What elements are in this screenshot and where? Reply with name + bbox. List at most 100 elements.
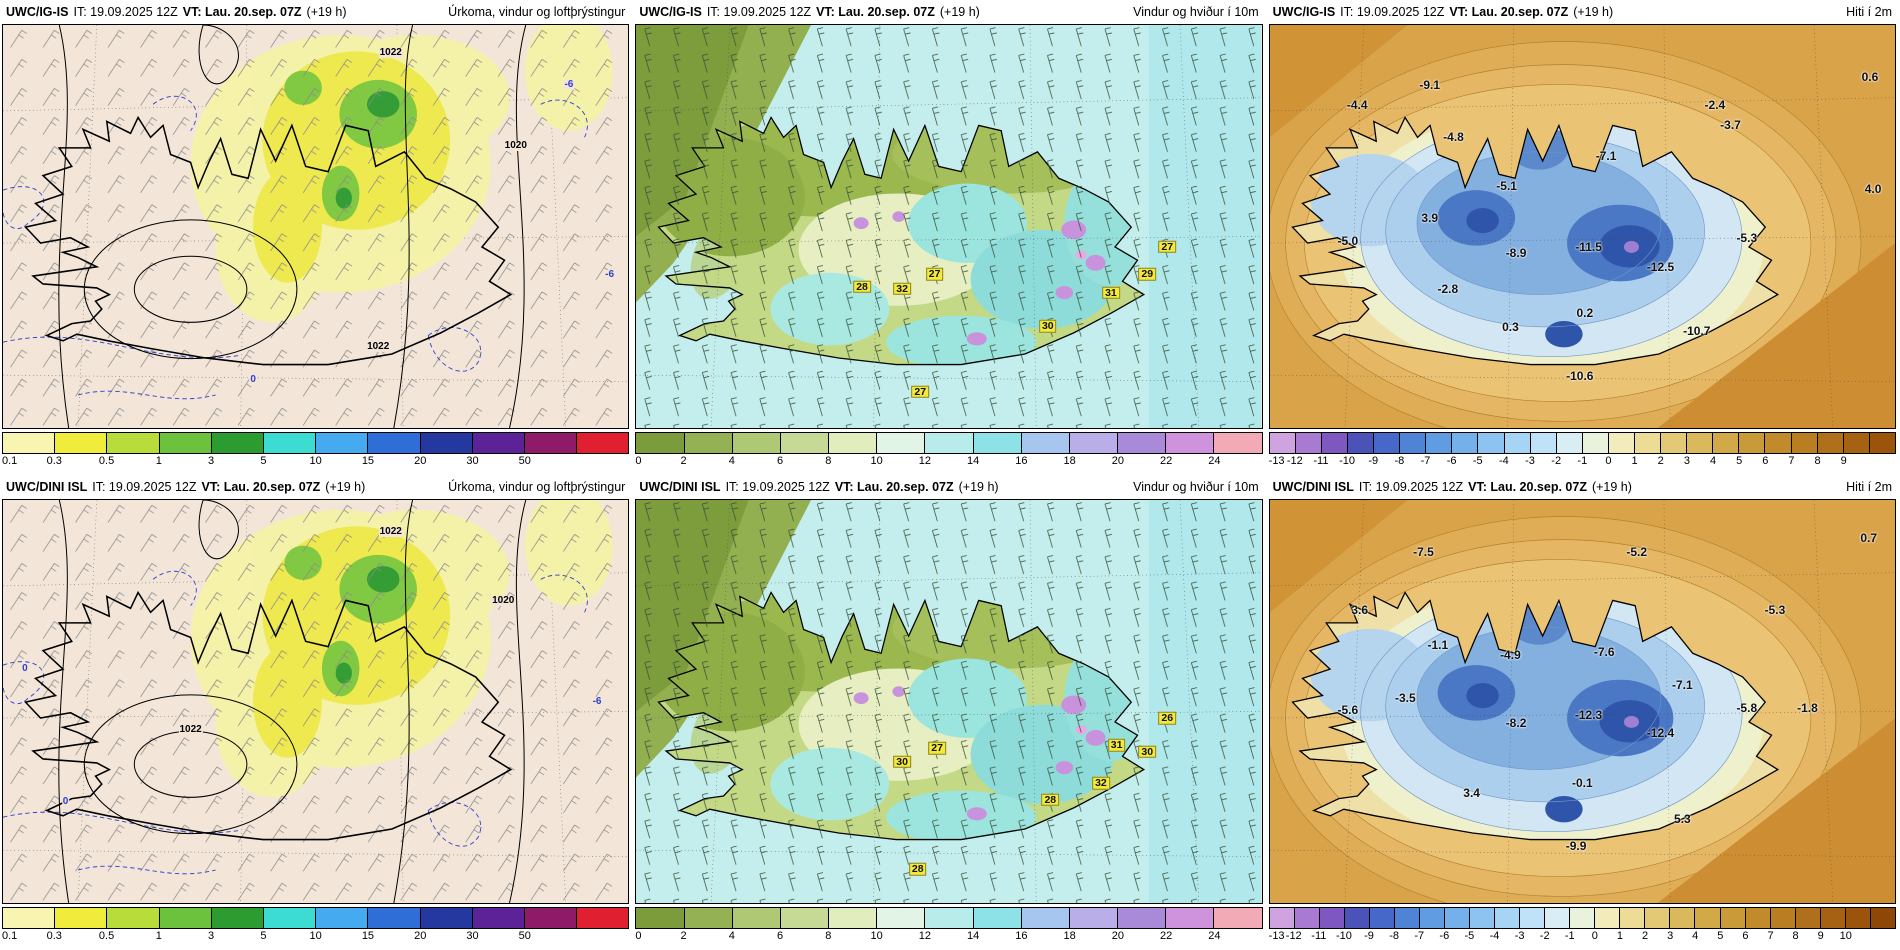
colorbar-tick: 0: [1605, 455, 1612, 467]
colorbar-tick: -4: [1489, 930, 1500, 942]
colorbar-segment: [367, 433, 420, 453]
colorbar-segment: [106, 908, 159, 928]
colorbar-segments: [635, 432, 1263, 454]
colorbar-tick: 5: [1736, 455, 1743, 467]
colorbar-segments: [2, 907, 630, 929]
colorbar-segment: [1744, 908, 1770, 928]
model-name: UWC/IG-IS: [6, 5, 69, 19]
colorbar-segment: [1519, 908, 1545, 928]
colorbar-tick: -5: [1464, 930, 1475, 942]
map-label-temp: -12.3: [1574, 708, 1603, 723]
colorbar-tick: 8: [825, 455, 832, 467]
colorbar-segment: [683, 433, 732, 453]
colorbar-tick: -7: [1414, 930, 1425, 942]
colorbar-segment: [1529, 433, 1556, 453]
colorbar-segment: [1694, 908, 1720, 928]
colorbar-tick: -10: [1335, 930, 1352, 942]
colorbar-segment: [54, 433, 107, 453]
colorbar-tick: 3: [208, 930, 215, 942]
colorbar-tick: 22: [1160, 455, 1173, 467]
model-name: UWC/DINI ISL: [1272, 480, 1354, 494]
precip-colorbar: 0.1 0.3 0.5 1 3 5 10 15 20 30 50: [0, 904, 631, 950]
colorbar-tick: -2: [1551, 455, 1562, 467]
map-label-temp: 4.0: [1864, 182, 1882, 197]
variable-label: Vindur og hviður í 10m: [1133, 480, 1259, 494]
temp-colorbar: -13 -12 -11 -10 -9 -8 -7 -6 -5 -4 -3 -2 -1 0 1 2 3 4 5 6 7 8 9: [1267, 429, 1898, 475]
colorbar-segment: [1294, 433, 1321, 453]
colorbar-segment: [1418, 908, 1444, 928]
map-label-temp: -5.0: [1337, 233, 1359, 248]
map-label-gust: 27: [1158, 240, 1177, 253]
colorbar-tick: 18: [1063, 455, 1076, 467]
colorbar-tick: 24: [1208, 455, 1221, 467]
map-label-temp: 3.9: [1421, 211, 1439, 226]
map-label-bluelab: 0: [61, 796, 70, 808]
wind-colorbar: 0 2 4 6 8 10 12 14 16 18 20 22 24: [633, 904, 1264, 950]
colorbar-segment: [1117, 908, 1166, 928]
colorbar-segment: [1633, 433, 1661, 453]
colorbar-tick: 0: [635, 930, 642, 942]
map-label-bluelab: -6: [604, 268, 616, 280]
colorbar-segment: [1503, 433, 1530, 453]
colorbar-segment: [828, 908, 877, 928]
colorbar-segment: [158, 908, 211, 928]
map-label-temp: -5.2: [1626, 544, 1648, 559]
colorbar-tick: -4: [1499, 455, 1509, 467]
colorbar-segment: [1844, 908, 1870, 928]
colorbar-segment: [1669, 908, 1695, 928]
colorbar-tick: 6: [777, 930, 784, 942]
temp-colorbar: -13 -12 -11 -10 -9 -8 -7 -6 -5 -4 -3 -2 -1 0 1 2 3 4 5 6 7 8 9…: [1267, 904, 1898, 950]
colorbar-tick: 0.5: [98, 930, 115, 942]
colorbar-segment: [315, 433, 368, 453]
colorbar-segment: [158, 433, 211, 453]
map-label-temp: 5.3: [1674, 811, 1691, 826]
colorbar-segment: [315, 908, 368, 928]
colorbar-segment: [1868, 433, 1895, 453]
map-label-temp: 0.3: [1502, 320, 1519, 335]
colorbar-tick: -2: [1539, 930, 1550, 942]
colorbar-tick: 0.1: [2, 455, 18, 467]
map-label-overlay: 1022 1020 1022 -6 -6 0: [3, 25, 628, 428]
colorbar-segment: [876, 433, 925, 453]
map-label-temp: -10.7: [1683, 324, 1711, 339]
map-label-gust: 30: [893, 755, 911, 769]
colorbar-tick: 2: [680, 455, 687, 467]
colorbar-tick: 4: [1692, 930, 1699, 942]
colorbar-segment: [1790, 433, 1817, 453]
variable-label: Úrkoma, vindur og loftþrýstingur: [448, 480, 626, 494]
panel-dini-temp: UWC/DINI ISL IT: 19.09.2025 12Z VT: Lau. 2…: [1266, 475, 1900, 950]
colorbar-tick: 0: [1591, 930, 1598, 942]
map-label-iso: 1022: [178, 723, 203, 735]
colorbar-segment: [576, 433, 629, 453]
variable-label: Úrkoma, vindur og loftþrýstingur: [448, 5, 626, 19]
panel-igis-precip: UWC/IG-IS IT: 19.09.2025 12Z VT: Lau. 20.s…: [0, 0, 634, 475]
panel-header: UWC/IG-IS IT: 19.09.2025 12Z VT: Lau. 20.s…: [633, 0, 1265, 24]
colorbar-segment: [924, 908, 973, 928]
map-label-temp: -4.4: [1346, 97, 1368, 112]
colorbar-segment: [210, 433, 263, 453]
colorbar-tick: 10: [309, 930, 322, 942]
colorbar-segment: [1165, 433, 1214, 453]
colorbar-tick: 50: [518, 930, 531, 942]
colorbar-segment: [731, 908, 780, 928]
colorbar-tick: 5: [260, 930, 267, 942]
map-label-bluelab: 0: [21, 663, 29, 675]
colorbar-segment: [1644, 908, 1670, 928]
map-label-gust: 28: [1041, 793, 1060, 807]
lead-time: (+19 h): [1573, 5, 1614, 19]
colorbar-tick: -3: [1514, 930, 1525, 942]
map-label-temp: -7.1: [1595, 148, 1617, 163]
precip-map: 1022 1020 1022 0 -6 0: [2, 499, 630, 904]
colorbar-segment: [1469, 908, 1495, 928]
colorbar-segment: [1269, 908, 1294, 928]
colorbar-tick: 9: [1840, 455, 1847, 467]
colorbar-tick: 7: [1767, 930, 1774, 942]
colorbar-tick: -12: [1285, 930, 1302, 942]
map-label-temp: -3.5: [1395, 690, 1416, 705]
map-label-temp: -2.4: [1704, 97, 1726, 112]
map-label-temp: -12.4: [1646, 725, 1675, 740]
colorbar-tick: -6: [1439, 930, 1450, 942]
colorbar-tick: -3: [1525, 455, 1535, 467]
colorbar-segment: [54, 908, 107, 928]
map-label-temp: -5.1: [1496, 178, 1517, 193]
